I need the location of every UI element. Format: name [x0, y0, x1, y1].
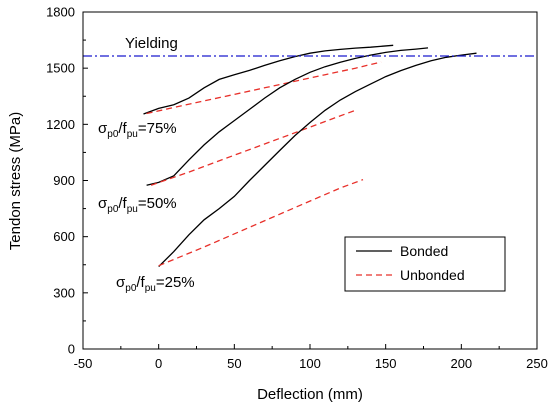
legend-label-bonded: Bonded — [400, 243, 448, 259]
annotation-value: =50% — [138, 195, 177, 212]
x-tick-label: 50 — [227, 356, 241, 371]
y-axis-label: Tendon stress (MPa) — [7, 112, 24, 250]
annotation-symbol: σ — [116, 274, 126, 291]
annotation-sub2: pu — [127, 129, 138, 140]
annotation-value: =25% — [156, 274, 195, 291]
annotation-symbol: σ — [98, 195, 108, 212]
annotation-mid: /f — [118, 195, 127, 212]
series-bonded-75 — [143, 44, 394, 115]
series-layer — [143, 44, 477, 268]
y-tick-label: 0 — [68, 342, 75, 357]
annotation-sub2: pu — [127, 204, 138, 215]
x-tick-label: 200 — [450, 356, 472, 371]
annotation-value: =75% — [138, 120, 177, 137]
legend: Bonded Unbonded — [344, 236, 506, 292]
annotation-mid: /f — [136, 274, 145, 291]
legend-box — [344, 236, 506, 292]
x-tick-label: 250 — [526, 356, 548, 371]
series-unbonded-25 — [158, 178, 364, 267]
annotation-mid: /f — [118, 120, 127, 137]
series-unbonded-75 — [146, 61, 382, 115]
x-tick-label: 100 — [299, 356, 321, 371]
yielding-label: Yielding — [125, 35, 178, 52]
annotation-sub1: p0 — [107, 204, 119, 215]
y-tick-label: 900 — [53, 173, 75, 188]
series-unbonded-50 — [150, 109, 356, 186]
annotation-sub1: p0 — [125, 283, 137, 294]
x-tick-label: -50 — [74, 356, 93, 371]
annotation-sub1: p0 — [107, 129, 119, 140]
annotation-sub2: pu — [145, 283, 156, 294]
series-bonded-25 — [158, 52, 477, 268]
legend-label-unbonded: Unbonded — [400, 267, 465, 283]
y-tick-label: 600 — [53, 229, 75, 244]
plot-frame — [82, 11, 538, 350]
y-tick-label: 300 — [53, 285, 75, 300]
annotation-25: σp0/fpu=25% — [116, 274, 195, 294]
annotation-50: σp0/fpu=50% — [98, 195, 177, 215]
y-tick-label: 1200 — [46, 117, 75, 132]
y-tick-label: 1800 — [46, 5, 75, 20]
y-tick-label: 1500 — [46, 61, 75, 76]
x-tick-label: 0 — [155, 356, 162, 371]
annotation-symbol: σ — [98, 120, 108, 137]
x-tick-label: 150 — [375, 356, 397, 371]
series-bonded-50 — [146, 47, 429, 186]
x-axis-label: Deflection (mm) — [257, 386, 363, 403]
annotation-75: σp0/fpu=75% — [98, 120, 177, 140]
